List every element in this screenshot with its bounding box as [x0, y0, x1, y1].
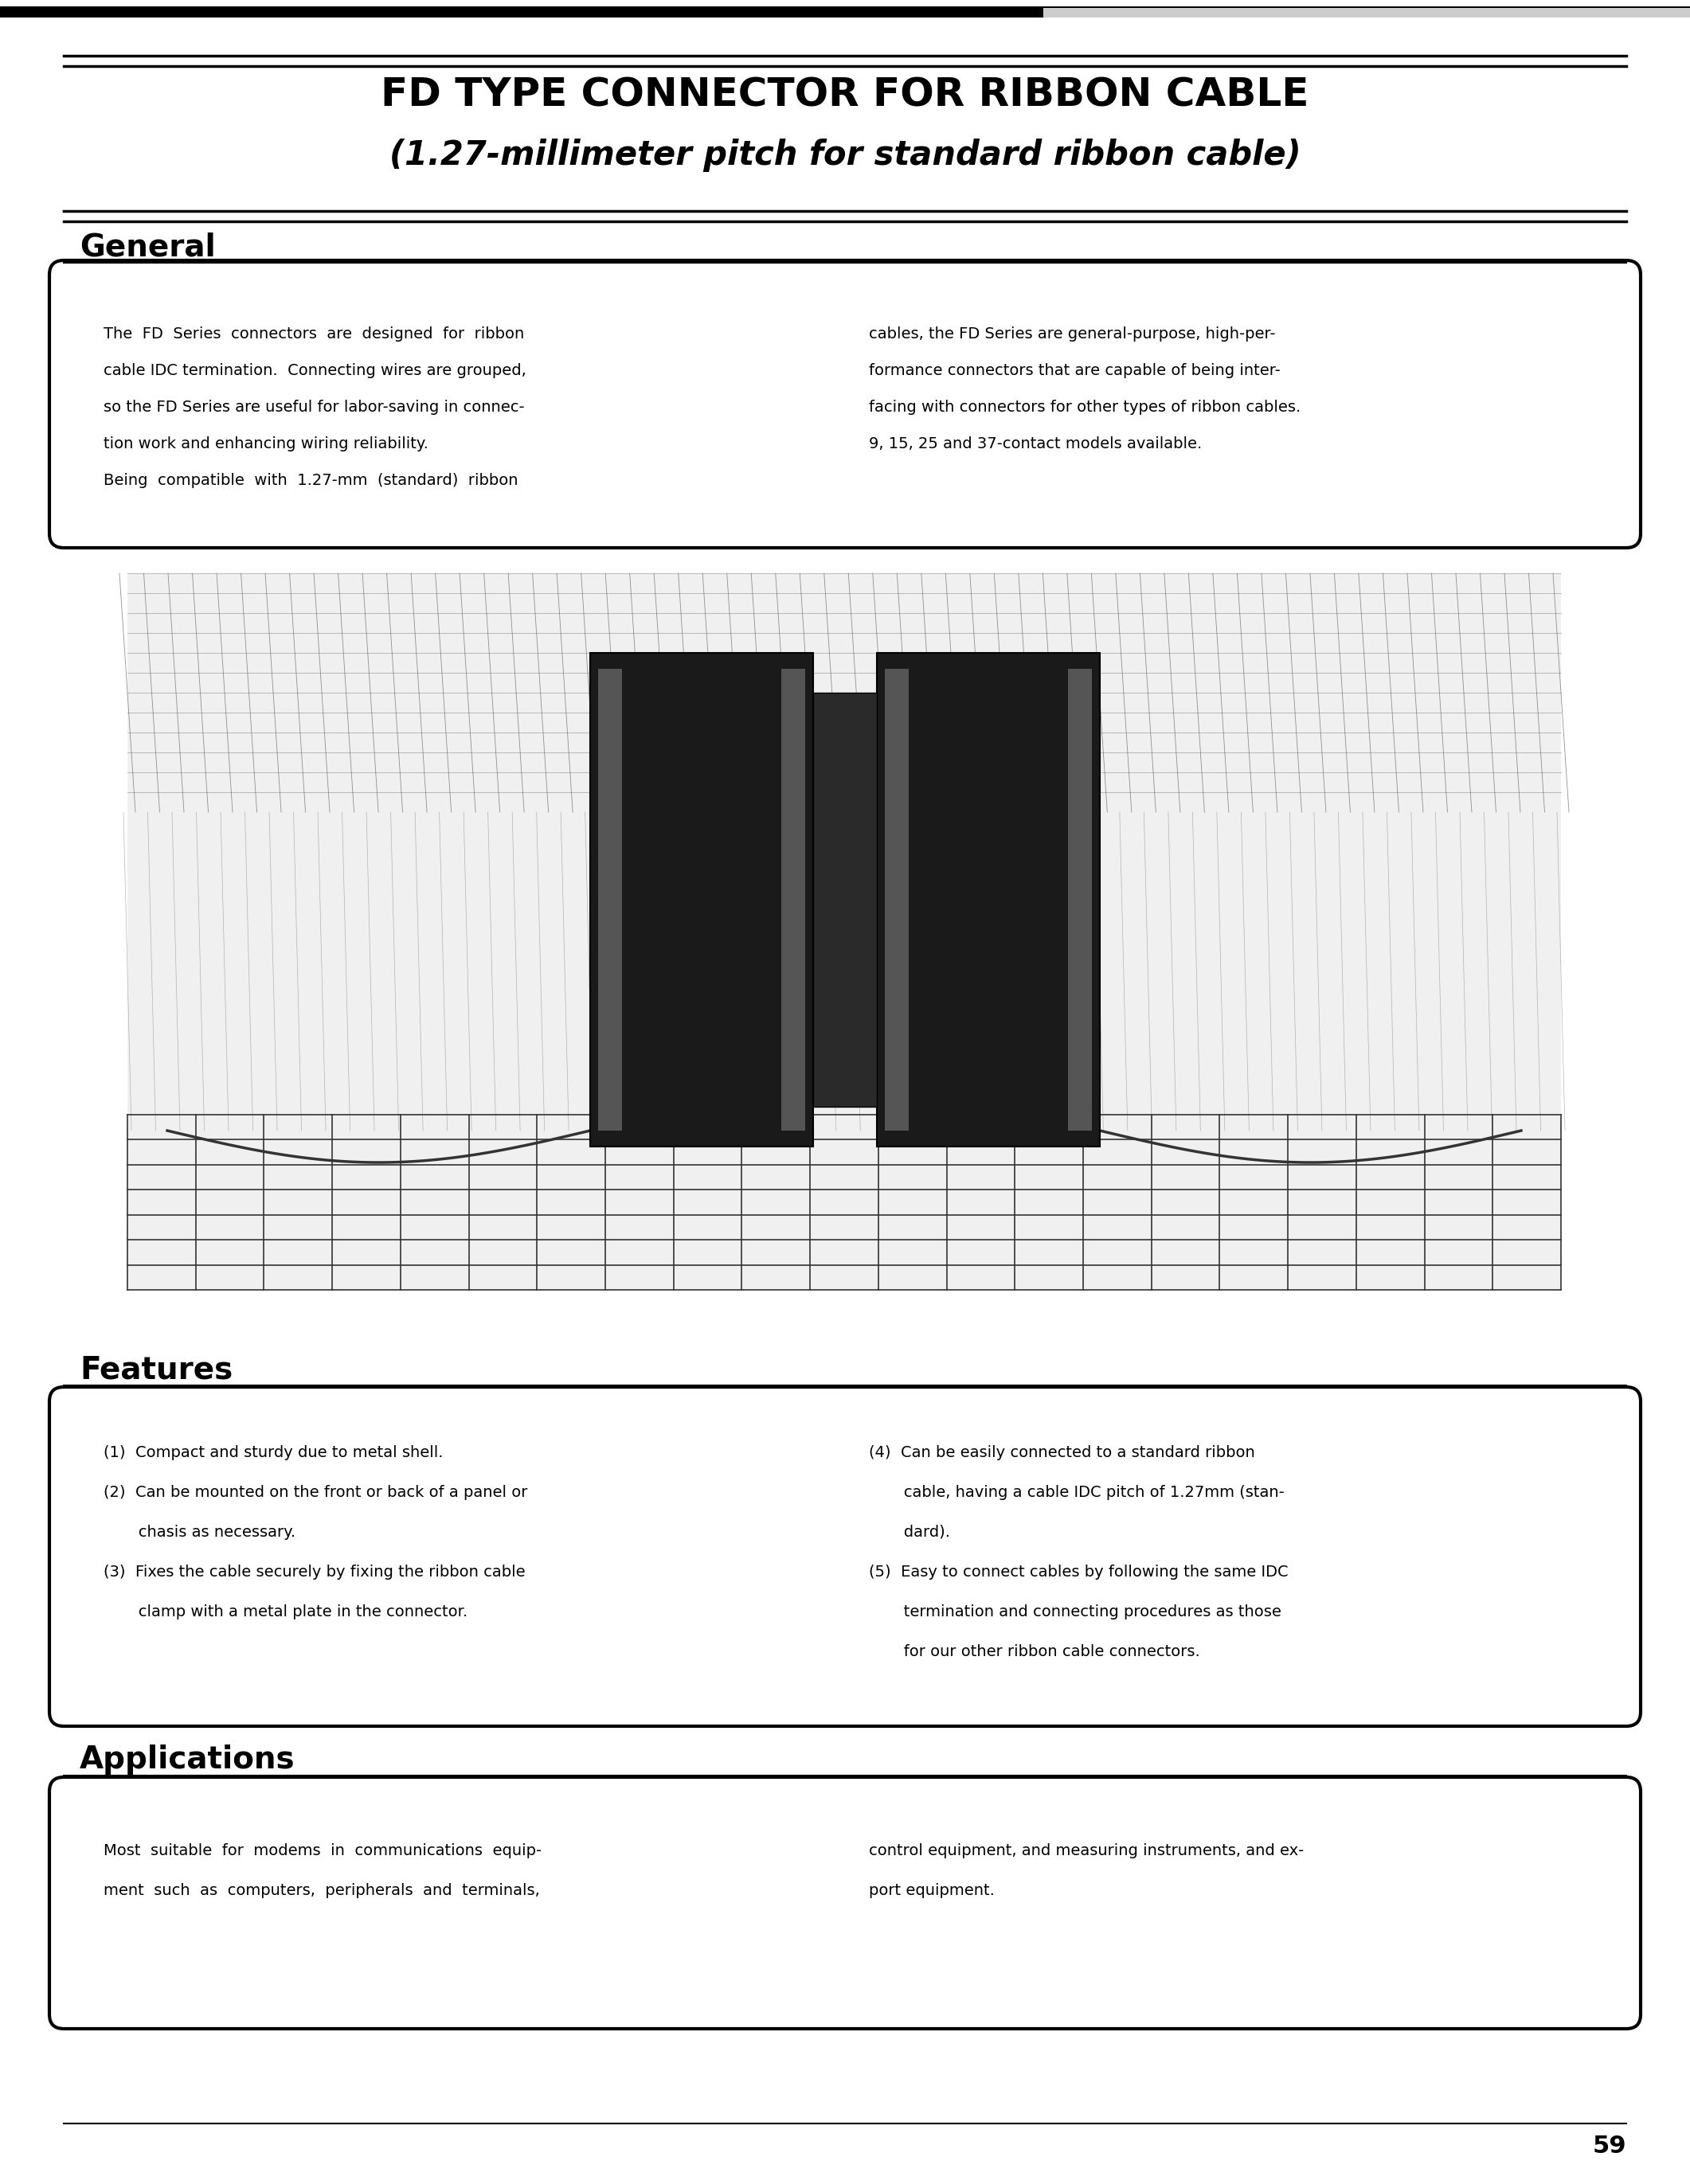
- Text: tion work and enhancing wiring reliability.: tion work and enhancing wiring reliabili…: [103, 437, 428, 452]
- Text: control equipment, and measuring instruments, and ex-: control equipment, and measuring instrum…: [869, 1843, 1305, 1859]
- Text: Applications: Applications: [79, 1745, 296, 1776]
- Bar: [598, 668, 622, 1131]
- FancyBboxPatch shape: [49, 1387, 1641, 1725]
- Bar: [886, 668, 909, 1131]
- Bar: [1068, 668, 1092, 1131]
- Bar: [590, 653, 813, 1147]
- Text: facing with connectors for other types of ribbon cables.: facing with connectors for other types o…: [869, 400, 1301, 415]
- Text: Most  suitable  for  modems  in  communications  equip-: Most suitable for modems in communicatio…: [103, 1843, 542, 1859]
- Text: dard).: dard).: [869, 1524, 950, 1540]
- Text: 9, 15, 25 and 37-contact models available.: 9, 15, 25 and 37-contact models availabl…: [869, 437, 1202, 452]
- Text: (4)  Can be easily connected to a standard ribbon: (4) Can be easily connected to a standar…: [869, 1446, 1256, 1461]
- Bar: [877, 653, 1100, 1147]
- Text: cable, having a cable IDC pitch of 1.27mm (stan-: cable, having a cable IDC pitch of 1.27m…: [869, 1485, 1284, 1500]
- Text: (3)  Fixes the cable securely by fixing the ribbon cable: (3) Fixes the cable securely by fixing t…: [103, 1564, 526, 1579]
- Text: (5)  Easy to connect cables by following the same IDC: (5) Easy to connect cables by following …: [869, 1564, 1288, 1579]
- Text: Features: Features: [79, 1354, 233, 1385]
- Text: termination and connecting procedures as those: termination and connecting procedures as…: [869, 1605, 1281, 1621]
- Text: General: General: [79, 232, 216, 262]
- Bar: [0, 7, 1690, 17]
- Text: so the FD Series are useful for labor-saving in connec-: so the FD Series are useful for labor-sa…: [103, 400, 524, 415]
- Text: chasis as necessary.: chasis as necessary.: [103, 1524, 296, 1540]
- Text: cables, the FD Series are general-purpose, high-per-: cables, the FD Series are general-purpos…: [869, 325, 1276, 341]
- Bar: [1043, 9, 1690, 17]
- Bar: [781, 668, 804, 1131]
- FancyBboxPatch shape: [49, 1778, 1641, 2029]
- Text: (1.27-millimeter pitch for standard ribbon cable): (1.27-millimeter pitch for standard ribb…: [389, 138, 1301, 173]
- Bar: [813, 692, 877, 1107]
- Text: for our other ribbon cable connectors.: for our other ribbon cable connectors.: [869, 1645, 1200, 1660]
- Text: Being  compatible  with  1.27-mm  (standard)  ribbon: Being compatible with 1.27-mm (standard)…: [103, 474, 519, 487]
- Text: (2)  Can be mounted on the front or back of a panel or: (2) Can be mounted on the front or back …: [103, 1485, 527, 1500]
- Text: The  FD  Series  connectors  are  designed  for  ribbon: The FD Series connectors are designed fo…: [103, 325, 524, 341]
- Text: port equipment.: port equipment.: [869, 1883, 995, 1898]
- Text: clamp with a metal plate in the connector.: clamp with a metal plate in the connecto…: [103, 1605, 468, 1621]
- Text: 59: 59: [1592, 2134, 1626, 2158]
- Text: (1)  Compact and sturdy due to metal shell.: (1) Compact and sturdy due to metal shel…: [103, 1446, 443, 1461]
- Text: formance connectors that are capable of being inter-: formance connectors that are capable of …: [869, 363, 1281, 378]
- FancyBboxPatch shape: [49, 260, 1641, 548]
- Bar: [127, 572, 1562, 1291]
- Text: ment  such  as  computers,  peripherals  and  terminals,: ment such as computers, peripherals and …: [103, 1883, 539, 1898]
- Text: FD TYPE CONNECTOR FOR RIBBON CABLE: FD TYPE CONNECTOR FOR RIBBON CABLE: [380, 76, 1310, 114]
- Text: cable IDC termination.  Connecting wires are grouped,: cable IDC termination. Connecting wires …: [103, 363, 526, 378]
